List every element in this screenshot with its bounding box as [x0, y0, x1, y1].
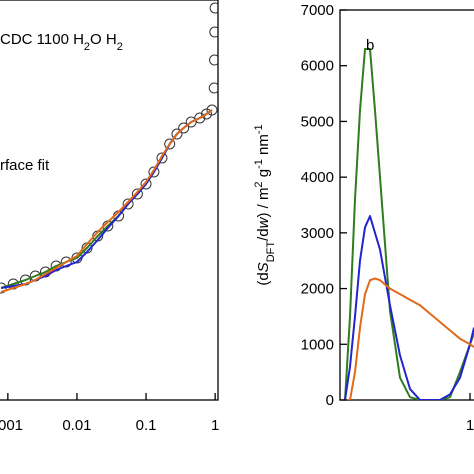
- y-tick-label: 3000: [301, 225, 334, 242]
- text-part: nm: [255, 134, 272, 159]
- text-part: g: [255, 169, 272, 182]
- x-tick-label: 0.1: [136, 417, 157, 434]
- x-tick-label: 1: [211, 417, 219, 434]
- data-point: [156, 152, 168, 164]
- y-tick-label: 0: [326, 392, 334, 409]
- y-tick-label: 7000: [301, 2, 334, 19]
- data-point: [131, 188, 143, 200]
- text-part: S: [255, 262, 272, 272]
- text-part: -1: [253, 159, 265, 169]
- text-part: DFT: [265, 241, 277, 263]
- data-line: [0, 109, 213, 289]
- text-part: 2: [84, 41, 90, 53]
- y-tick-label: 2000: [301, 281, 334, 298]
- x-tick-label: 1: [466, 417, 474, 434]
- data-line: [345, 277, 474, 400]
- data-line: [344, 215, 474, 400]
- text-part: w: [255, 216, 272, 228]
- text-part: b: [366, 37, 374, 54]
- data-point: [171, 128, 183, 140]
- data-point: [209, 2, 218, 14]
- text-part: CDC 1100 H: [0, 31, 84, 48]
- y-tick-label: 1000: [301, 336, 334, 353]
- y-tick-label: 6000: [301, 58, 334, 75]
- plot-area: [0, 2, 218, 294]
- data-point: [140, 178, 152, 190]
- data-point: [209, 26, 218, 38]
- y-tick-label: 4000: [301, 169, 334, 186]
- plot-area: [344, 48, 474, 400]
- y-axis-label: (dSDFT/dw) / m2 g-1 nm-1: [253, 124, 277, 285]
- data-line: [344, 48, 474, 400]
- text-part: ) / m: [255, 188, 272, 218]
- annotation: b: [366, 37, 374, 54]
- y-tick-label: 5000: [301, 113, 334, 130]
- x-tick-label: 0.01: [62, 417, 91, 434]
- data-point: [148, 166, 160, 178]
- annotation: rface fit: [0, 157, 50, 174]
- data-point: [201, 108, 213, 120]
- plot-frame: [0, 0, 219, 401]
- text-part: (d: [255, 272, 272, 285]
- data-point: [164, 138, 176, 150]
- data-point: [209, 54, 218, 66]
- data-point: [194, 112, 206, 124]
- text-part: 2: [117, 41, 123, 53]
- data-point: [178, 122, 190, 134]
- text-part: 2: [253, 181, 265, 187]
- data-line: [0, 109, 213, 293]
- data-point: [206, 104, 218, 116]
- text-part: /d: [255, 228, 272, 241]
- text-part: -1: [253, 124, 265, 134]
- x-tick-label: 001: [0, 417, 23, 434]
- data-point: [208, 82, 218, 94]
- data-line: [0, 109, 213, 289]
- annotation: CDC 1100 H2O H2: [0, 31, 123, 53]
- text-part: O H: [90, 31, 117, 48]
- plot-frame: [339, 9, 474, 401]
- text-part: rface fit: [0, 157, 50, 174]
- data-point: [122, 198, 134, 210]
